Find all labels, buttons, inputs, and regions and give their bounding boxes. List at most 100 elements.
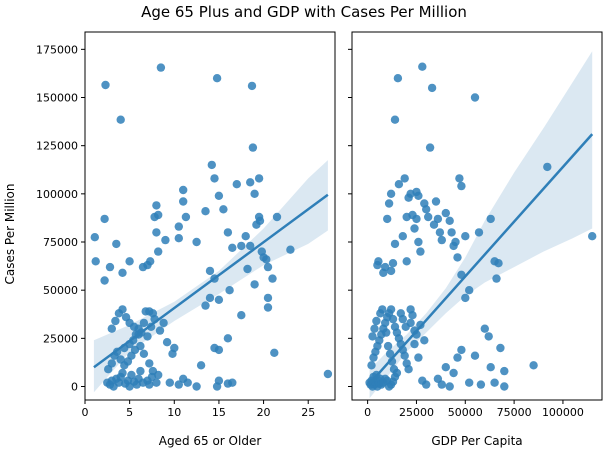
scatter-point (214, 345, 224, 355)
scatter-point (496, 343, 505, 353)
scatter-point (404, 193, 413, 202)
scatter-point (424, 212, 433, 222)
scatter-point (118, 368, 127, 378)
scatter-point (263, 303, 273, 312)
scatter-point (201, 301, 210, 310)
scatter-point (465, 378, 474, 387)
scatter-point (250, 189, 259, 198)
scatter-point (449, 241, 458, 251)
scatter-point (441, 363, 450, 372)
scatter-point (252, 220, 261, 229)
scatter-point (490, 378, 499, 387)
scatter-point (145, 380, 154, 389)
scatter-point (465, 286, 474, 295)
scatter-point (181, 212, 191, 222)
scatter-point (480, 324, 489, 333)
scatter-point (237, 311, 246, 320)
scatter-point (100, 214, 109, 224)
scatter-point (394, 180, 404, 189)
scatter-point (392, 368, 402, 378)
scatter-point (457, 345, 466, 355)
scatter-point (386, 189, 396, 198)
scatter-point (91, 257, 100, 266)
scatter-point (393, 74, 403, 83)
scatter-point (374, 257, 383, 266)
scatter-point (474, 228, 484, 237)
scatter-point (161, 235, 170, 245)
scatter-point (372, 316, 381, 326)
scatter-point (386, 266, 396, 276)
y-tick-label: 75000 (43, 236, 78, 249)
regression-line (368, 133, 594, 385)
scatter-point (154, 247, 163, 256)
scatter-point (192, 382, 201, 391)
scatter-point (270, 348, 279, 357)
scatter-point (494, 259, 503, 268)
scatter-point (386, 305, 396, 314)
scatter-point (420, 336, 429, 345)
scatter-point (111, 316, 120, 326)
scatter-point (449, 368, 458, 378)
scatter-point (219, 205, 228, 214)
scatter-point (205, 293, 215, 303)
scatter-point (500, 382, 509, 391)
scatter-point (214, 191, 224, 200)
scatter-point (212, 382, 222, 391)
scatter-point (156, 63, 166, 72)
scatter-point (107, 324, 117, 333)
plot-area (90, 63, 333, 393)
scatter-point (484, 332, 493, 341)
scatter-point (383, 341, 393, 351)
scatter-point (225, 286, 234, 295)
scatter-point (445, 382, 454, 391)
x-axis-label: Aged 65 or Older (159, 434, 262, 448)
scatter-point (136, 341, 145, 351)
scatter-point (243, 264, 252, 274)
scatter-point (125, 257, 134, 266)
scatter-point (529, 361, 538, 370)
scatter-point (455, 174, 464, 183)
scatter-point (139, 349, 149, 358)
scatter-point (476, 380, 486, 389)
scatter-point (127, 370, 136, 380)
scatter-point (385, 349, 395, 358)
scatter-point (431, 197, 441, 206)
scatter-point (500, 366, 509, 376)
scatter-point (155, 326, 165, 335)
scatter-point (398, 232, 407, 241)
scatter-point (447, 228, 456, 237)
scatter-point (146, 257, 155, 266)
scatter-point (414, 191, 423, 200)
y-tick-label: 125000 (36, 140, 78, 153)
panel-frame (351, 31, 603, 401)
scatter-point (210, 174, 219, 183)
scatter-point (143, 332, 152, 341)
scatter-point (404, 365, 413, 374)
scatter-point (254, 174, 264, 183)
scatter-point (152, 378, 161, 387)
scatter-point (136, 366, 145, 376)
scatter-point (457, 181, 466, 191)
scatter-point (286, 245, 295, 254)
scatter-point (410, 339, 419, 349)
scatter-point (492, 274, 501, 283)
scatter-point (437, 235, 446, 245)
scatter-point (414, 237, 423, 247)
scatter-point (247, 81, 257, 91)
scatter-point (101, 80, 110, 90)
scatter-point (154, 370, 163, 380)
scatter-point (461, 293, 470, 303)
panel-1: 0 5 10 15 20 25 0 25000 50000 75000 100000 125000 15… (36, 31, 336, 448)
scatter-point (470, 351, 480, 360)
scatter-point (148, 309, 158, 318)
chart-title: Age 65 Plus and GDP with Cases Per Milli… (141, 3, 467, 21)
panel-frame (84, 31, 336, 401)
regression-line (93, 193, 329, 369)
scatter-point (400, 351, 409, 360)
scatter-point (543, 162, 552, 172)
scatter-point (378, 305, 387, 314)
x-tick-label: 100000 (542, 406, 584, 419)
scatter-point (228, 378, 237, 387)
scatter-point (412, 214, 421, 224)
